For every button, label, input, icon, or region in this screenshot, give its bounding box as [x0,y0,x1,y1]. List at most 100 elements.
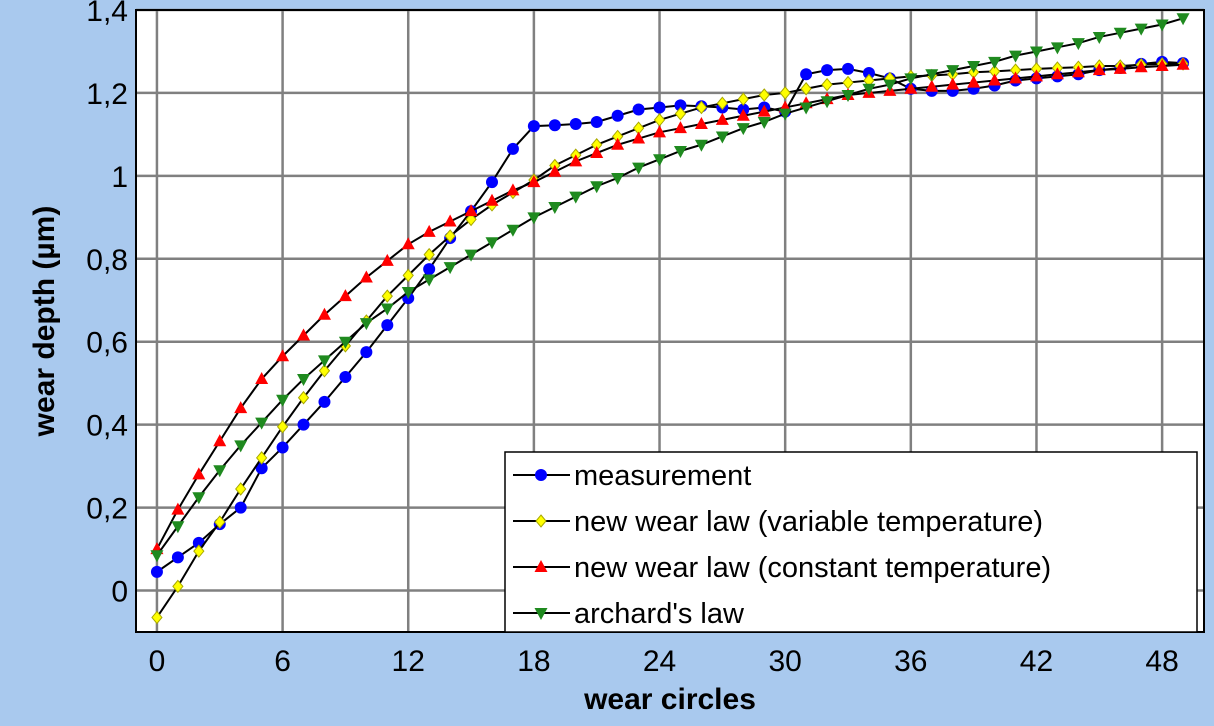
data-point [632,131,646,144]
data-point [192,492,206,505]
y-tick-label: 0,4 [86,410,128,443]
data-point [338,289,352,302]
data-point [276,419,289,434]
data-point [297,418,310,431]
data-point [213,434,227,447]
data-point [234,401,248,414]
data-point [716,96,729,111]
data-point [506,224,520,237]
data-point [171,551,184,564]
data-point [694,117,708,130]
data-point [590,181,604,194]
y-tick-label: 1 [111,161,128,194]
data-point [548,201,562,214]
y-tick-label: 1,4 [86,0,128,28]
data-point [883,79,897,92]
data-point [486,176,498,189]
data-point [673,145,687,158]
data-point [464,249,478,262]
data-point [925,79,939,92]
data-point [151,610,163,625]
data-point [423,247,435,262]
data-point [757,116,771,129]
x-tick-labels: 0 6 12 18 24 30 36 42 48 [149,645,1179,678]
data-point [171,502,185,515]
data-point [443,214,457,227]
data-point [632,162,646,175]
data-point [359,318,373,331]
x-axis-title: wear circles [583,683,756,716]
data-point [1009,50,1023,63]
data-point [401,286,415,299]
data-point [715,131,729,144]
x-tick-label: 12 [392,645,425,678]
x-tick-label: 6 [274,645,291,678]
data-point [422,224,436,237]
data-point [380,303,394,316]
data-point [464,204,478,217]
data-point [569,191,583,204]
data-point [443,262,457,275]
data-point [1134,60,1148,73]
data-point [1050,67,1064,80]
data-point [611,109,624,122]
data-point [862,83,876,96]
data-point [590,146,604,159]
data-point [758,88,770,102]
data-point [276,349,290,362]
data-point [715,112,729,125]
data-point [534,560,548,572]
data-point [1155,58,1169,71]
legend-box [504,451,1198,633]
data-point [1113,27,1127,40]
data-point [171,521,185,534]
data-point [695,100,708,115]
data-point [653,154,667,167]
data-point [423,263,436,276]
data-point [799,102,813,115]
data-point [297,374,311,387]
data-point [925,69,939,82]
data-point [800,68,813,81]
x-tick-label: 30 [768,645,801,678]
series-new-wear-law-variable-temperature [151,57,1189,625]
data-point [1071,65,1085,78]
data-point [988,73,1002,86]
data-point [234,501,247,514]
data-point [276,394,290,407]
data-point [1071,38,1085,51]
series-archard-s-law [150,13,1190,563]
y-tick-label: 0,6 [86,327,128,360]
data-point [485,237,499,250]
data-point [946,65,960,78]
data-point [590,115,603,128]
data-point [778,108,792,121]
data-point [535,469,547,481]
data-point [534,608,548,620]
x-tick-label: 0 [149,645,166,678]
data-point [967,75,981,88]
data-point [172,579,184,594]
data-point [381,319,394,332]
data-point [255,417,269,430]
data-point [1092,31,1106,44]
data-point [1176,13,1190,26]
data-point [193,544,205,558]
data-point [548,164,562,177]
y-axis-title: wear depth (µm) [28,206,61,438]
data-point [1155,19,1169,32]
x-tick-label: 42 [1020,645,1053,678]
data-point [506,183,520,196]
data-point [569,154,583,167]
data-point [465,212,477,227]
legend-entry: archard's law [513,598,745,630]
legend-entry: new wear law (variable temperature) [513,506,1043,538]
data-point [318,395,331,408]
data-point [506,142,519,155]
data-point [842,62,854,75]
data-point [213,465,227,478]
data-point [360,346,373,359]
data-point [862,67,875,80]
data-point [444,229,456,243]
